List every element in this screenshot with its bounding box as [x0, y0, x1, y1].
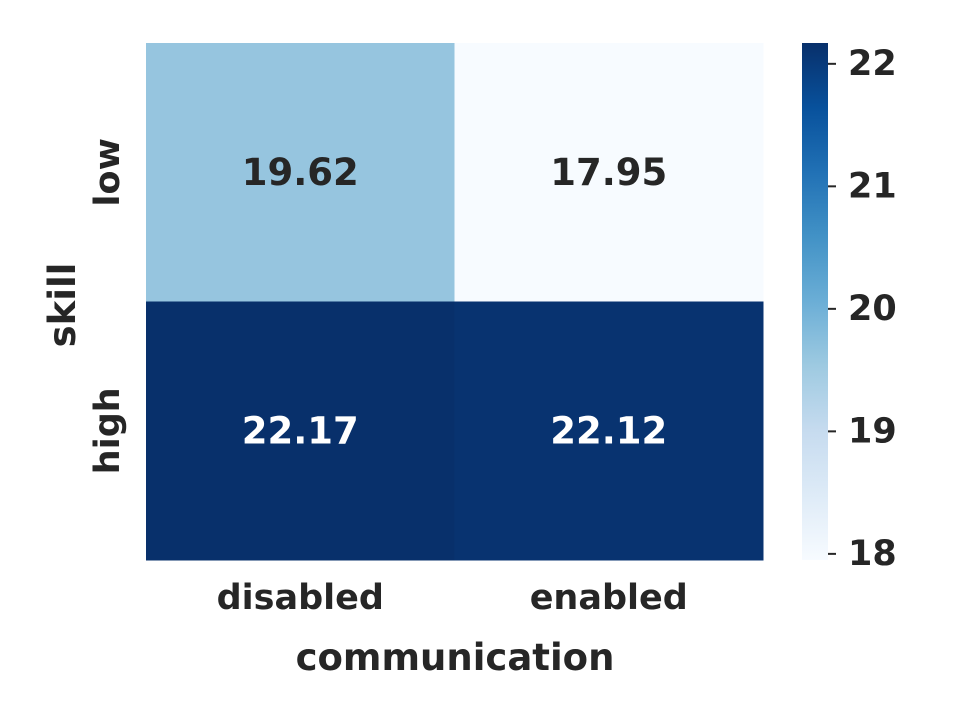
- heatmap-cell-low-disabled: [146, 43, 455, 302]
- x-tick-label: enabled: [530, 578, 688, 618]
- colorbar-tick-label: 22: [848, 44, 897, 84]
- colorbar-tick-label: 19: [848, 411, 897, 451]
- heatmap-cell-labels: 19.62 17.95 22.17 22.12: [242, 151, 668, 453]
- heatmap-cell-high-enabled: [454, 301, 764, 561]
- cell-value-label: 17.95: [550, 151, 667, 194]
- cell-value-label: 22.17: [242, 409, 359, 452]
- heatmap-cells: [146, 43, 764, 561]
- x-axis-ticks: disabled enabled: [217, 578, 688, 618]
- colorbar-tick-label: 20: [848, 289, 897, 329]
- colorbar-tick-label: 18: [848, 534, 897, 574]
- cell-value-label: 19.62: [242, 151, 359, 194]
- y-axis-ticks: low high: [88, 138, 128, 474]
- x-tick-label: disabled: [217, 578, 384, 618]
- y-tick-label: low: [88, 138, 128, 206]
- colorbar-ticks: 18 19 20 21 22: [828, 44, 897, 574]
- y-tick-label: high: [88, 387, 128, 474]
- cell-value-label: 22.12: [550, 409, 667, 452]
- colorbar: [802, 43, 828, 560]
- heatmap-cell-high-disabled: [146, 301, 455, 561]
- heatmap-cell-low-enabled: [454, 43, 764, 302]
- y-axis-label: skill: [41, 263, 84, 348]
- x-axis-label: communication: [296, 636, 615, 679]
- colorbar-tick-label: 21: [848, 166, 897, 206]
